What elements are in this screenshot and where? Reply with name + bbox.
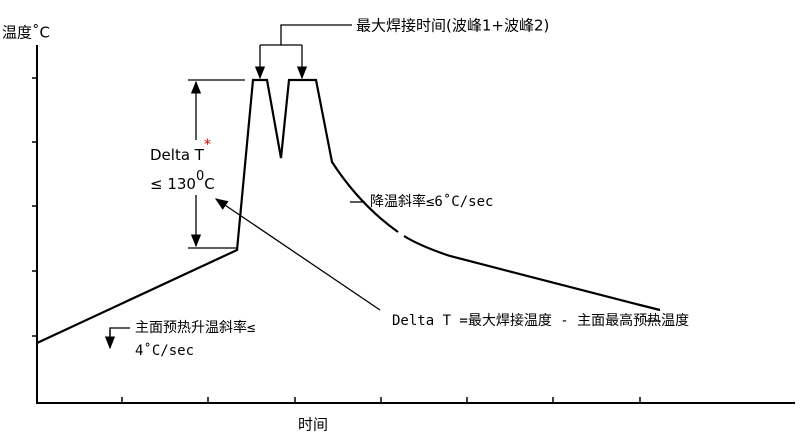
max-solder-time: 最大焊接时间(波峰1+波峰2) — [356, 17, 549, 35]
delta-t: Delta T* — [150, 137, 211, 164]
x-axis-label: 时间 — [298, 416, 328, 434]
temperature-profile — [36, 78, 661, 344]
delta-t-definition: Delta T =最大焊接温度 - 主面最高预热温度 — [392, 312, 689, 329]
unit: C — [204, 175, 214, 193]
cooling-rate: 降温斜率≤6˚C/sec — [370, 193, 493, 210]
asterisk: * — [204, 137, 211, 153]
limit: ≤ 130 — [150, 175, 196, 193]
degree: 0 — [196, 169, 204, 184]
ticks — [32, 77, 641, 403]
preheat-rate-2: 4˚C/sec — [135, 342, 194, 359]
axes — [36, 45, 795, 404]
delta-t-limit: ≤ 1300C — [150, 169, 215, 193]
y-axis-label: 温度˚C — [2, 24, 50, 42]
preheat-rate-1: 主面预热升温斜率≤ — [135, 319, 255, 336]
delta-t-label: Delta T — [150, 146, 205, 164]
annotations — [104, 24, 660, 350]
